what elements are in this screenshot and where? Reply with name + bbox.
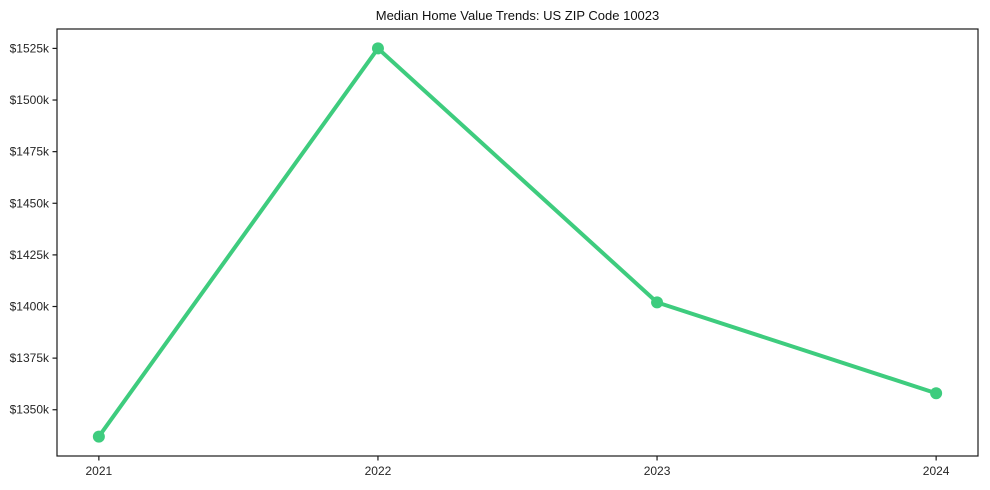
- x-tick-label: 2021: [86, 464, 113, 478]
- chart-title: Median Home Value Trends: US ZIP Code 10…: [375, 8, 660, 23]
- x-tick-label: 2023: [644, 464, 671, 478]
- y-tick-label: $1350k: [10, 403, 50, 417]
- y-tick-label: $1525k: [10, 41, 50, 55]
- y-tick-label: $1425k: [10, 248, 50, 262]
- y-tick-label: $1375k: [10, 351, 50, 365]
- x-tick-label: 2022: [365, 464, 392, 478]
- y-tick-label: $1450k: [10, 196, 50, 210]
- data-point-marker: [371, 42, 384, 55]
- plot-border: [56, 28, 979, 457]
- data-point-marker: [651, 296, 664, 309]
- y-tick-label: $1400k: [10, 300, 50, 314]
- data-point-marker: [930, 387, 943, 400]
- y-tick-label: $1500k: [10, 93, 50, 107]
- data-point-marker: [92, 430, 105, 443]
- series-line: [96, 46, 939, 439]
- y-tick-label: $1475k: [10, 145, 50, 159]
- x-tick-label: 2024: [923, 464, 950, 478]
